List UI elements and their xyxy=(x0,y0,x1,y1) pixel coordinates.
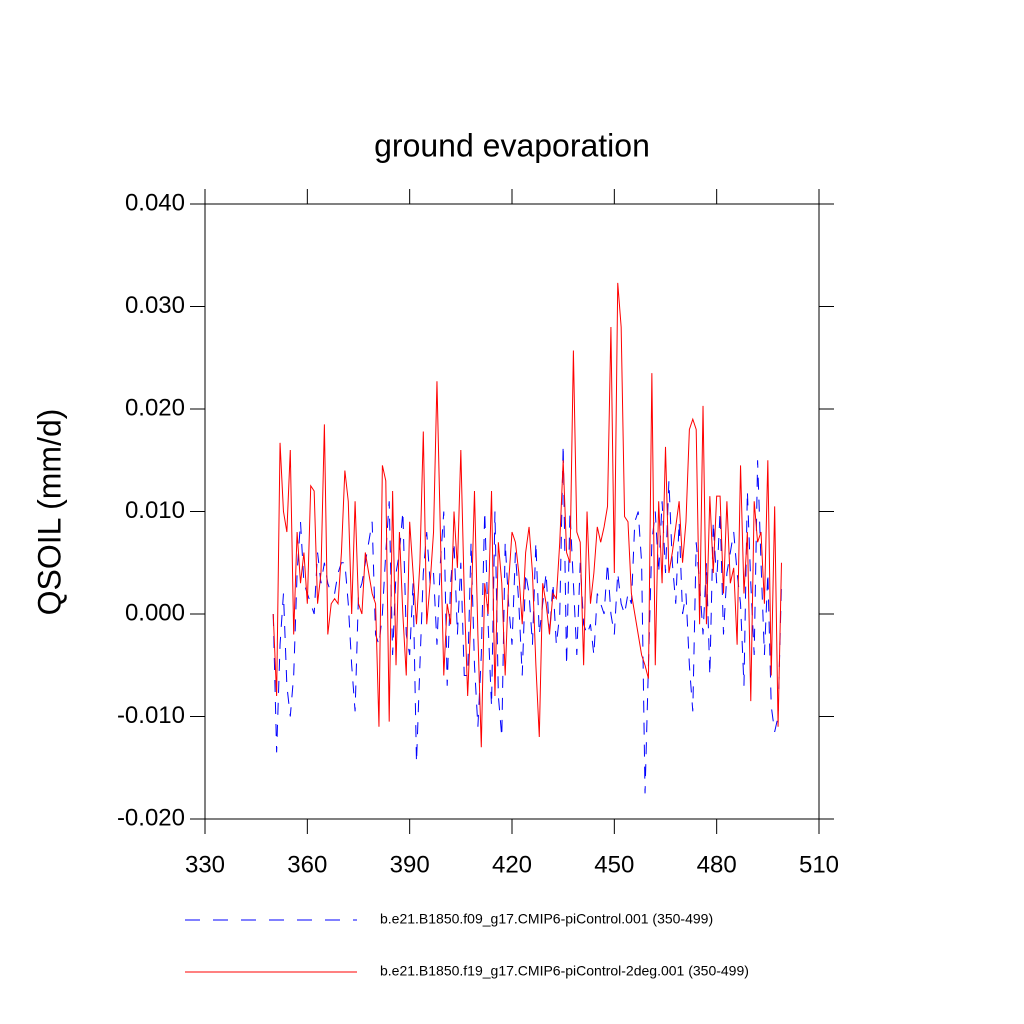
x-tick-label: 390 xyxy=(390,851,430,878)
y-tick-label: -0.010 xyxy=(117,702,185,729)
x-tick-label: 420 xyxy=(492,851,532,878)
y-axis-label: QSOIL (mm/d) xyxy=(31,409,67,616)
x-tick-label: 450 xyxy=(594,851,634,878)
y-tick-label: 0.030 xyxy=(125,292,185,319)
x-tick-label: 480 xyxy=(697,851,737,878)
series-line xyxy=(272,282,782,748)
x-tick-label: 330 xyxy=(185,851,225,878)
x-tick-label: 510 xyxy=(799,851,839,878)
y-tick-label: -0.020 xyxy=(117,804,185,831)
legend-label: b.e21.B1850.f19_g17.CMIP6-piControl-2deg… xyxy=(380,963,749,979)
y-tick-label: 0.000 xyxy=(125,599,185,626)
chart-title: ground evaporation xyxy=(374,127,650,163)
y-tick-label: 0.010 xyxy=(125,497,185,524)
series-line xyxy=(272,444,782,794)
x-tick-label: 360 xyxy=(287,851,327,878)
y-tick-label: 0.040 xyxy=(125,189,185,216)
legend-label: b.e21.B1850.f09_g17.CMIP6-piControl.001 … xyxy=(380,911,713,927)
y-tick-label: 0.020 xyxy=(125,394,185,421)
